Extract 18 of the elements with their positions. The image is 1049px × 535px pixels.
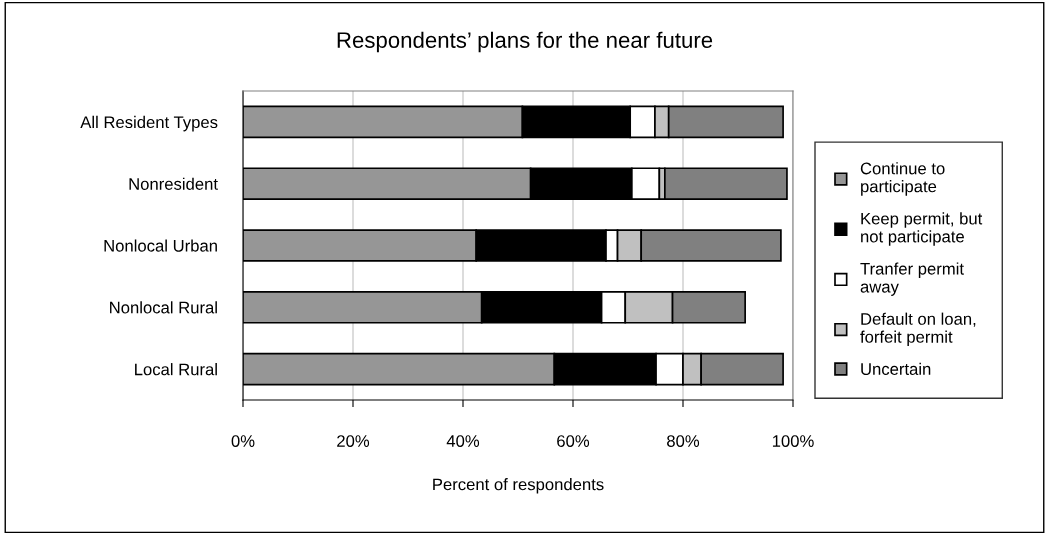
x-tick-label: 40% xyxy=(446,435,480,447)
legend-label: Tranfer permit away xyxy=(860,262,964,296)
legend-label: Default on loan, forfeit permit xyxy=(860,312,976,347)
x-tick-label: 20% xyxy=(337,435,370,447)
chart-title: Respondents’ plans for the near future xyxy=(337,31,713,53)
y-tick-label: Nonresident xyxy=(129,177,218,190)
legend-label: Continue to participate xyxy=(860,162,945,196)
y-tick-label: Nonlocal Urban xyxy=(104,239,217,252)
x-tick-label: 0% xyxy=(231,435,255,447)
y-tick-label: Local Rural xyxy=(135,363,217,376)
legend-label: Keep permit, but not participate xyxy=(861,212,983,246)
y-tick-label: All Resident Types xyxy=(80,115,218,132)
x-axis-title: Percent of respondents xyxy=(433,478,604,494)
y-tick-label: Nonlocal Rural xyxy=(110,301,217,314)
legend-label: Uncertain xyxy=(861,362,931,375)
x-tick-label: 80% xyxy=(667,435,700,447)
x-tick-label: 60% xyxy=(557,435,590,447)
x-tick-label: 100% xyxy=(772,435,814,447)
